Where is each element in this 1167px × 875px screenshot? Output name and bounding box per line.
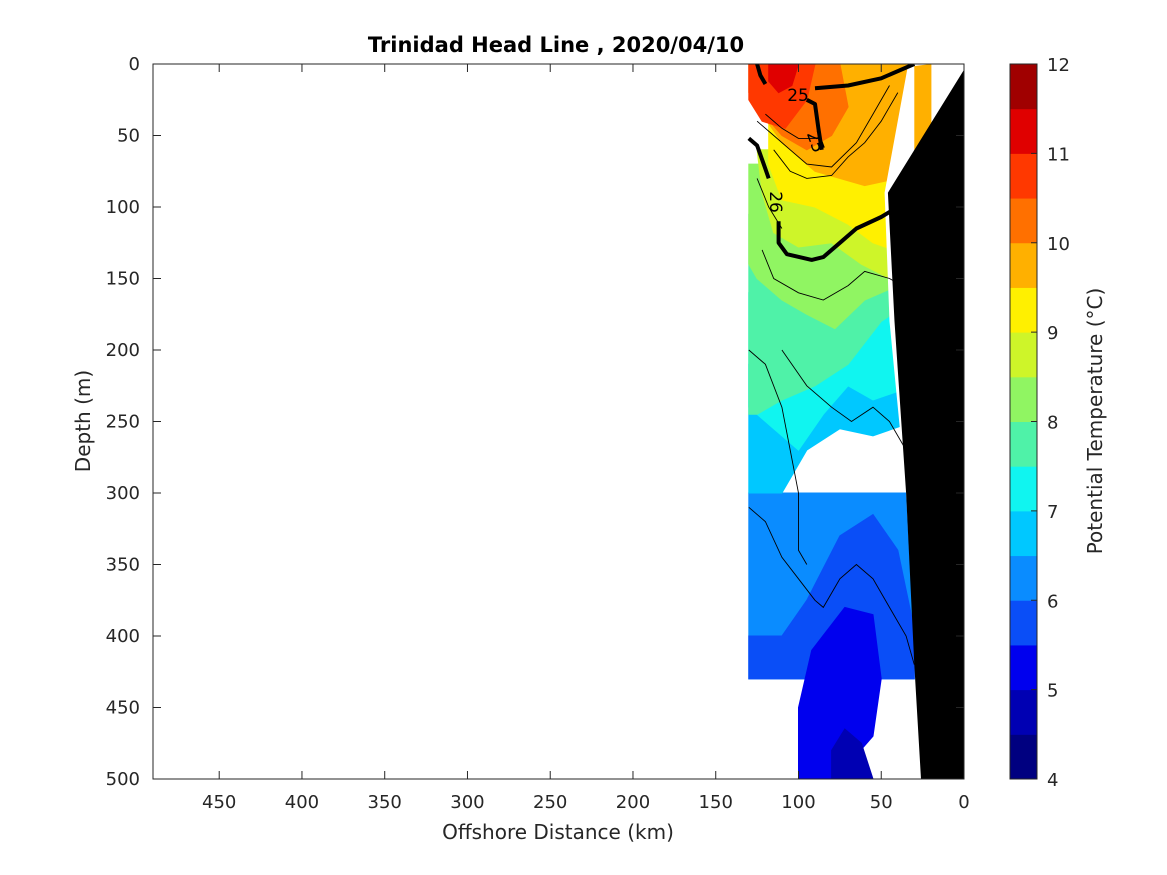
colorbar-swatch bbox=[1010, 689, 1037, 735]
colorbar-tick-label: 6 bbox=[1047, 591, 1058, 612]
colorbar-tick-label: 11 bbox=[1047, 144, 1070, 165]
y-tick-label: 100 bbox=[106, 197, 140, 218]
colorbar-swatch bbox=[1010, 287, 1037, 333]
chart-title: Trinidad Head Line , 2020/04/10 bbox=[368, 33, 744, 57]
density-contour-line bbox=[755, 64, 768, 86]
thin-contour-line bbox=[781, 349, 907, 451]
colorbar-swatch bbox=[1010, 108, 1037, 154]
y-tick-label: 500 bbox=[106, 769, 140, 790]
x-tick-label: 0 bbox=[958, 792, 969, 813]
x-axis: 450 400 350 300 250 200 150 100 50 0 bbox=[202, 64, 970, 813]
isotherm-contour-layer bbox=[748, 85, 915, 665]
colorbar-swatch bbox=[1010, 153, 1037, 199]
density-contour-label: 26 bbox=[765, 191, 785, 213]
y-tick-label: 250 bbox=[106, 412, 140, 433]
x-tick-label: 450 bbox=[202, 792, 236, 813]
y-tick-label: 400 bbox=[106, 626, 140, 647]
thin-contour-line bbox=[761, 249, 915, 301]
thin-contour-line bbox=[756, 85, 890, 168]
colorbar-swatch bbox=[1010, 600, 1037, 646]
colorbar-swatch bbox=[1010, 64, 1037, 110]
colorbar-tick-label: 9 bbox=[1047, 323, 1058, 344]
colorbar-tick-label: 12 bbox=[1047, 55, 1070, 76]
thin-contour-line bbox=[773, 92, 899, 179]
x-tick-label: 50 bbox=[870, 792, 893, 813]
y-tick-label: 300 bbox=[106, 483, 140, 504]
density-contour-line bbox=[747, 136, 771, 180]
y-tick-label: 0 bbox=[129, 54, 140, 75]
colorbar-swatch bbox=[1010, 198, 1037, 244]
colorbar-swatch bbox=[1010, 734, 1037, 780]
density-contour-line bbox=[814, 64, 916, 91]
colorbar-tick-label: 4 bbox=[1047, 770, 1058, 791]
colorbar-tick-label: 7 bbox=[1047, 502, 1058, 523]
density-contour-label-group: 26 bbox=[765, 191, 785, 213]
x-axis-label: Offshore Distance (km) bbox=[442, 820, 674, 844]
seafloor-shape bbox=[887, 64, 964, 779]
density-contour-line bbox=[805, 98, 824, 151]
x-tick-label: 200 bbox=[616, 792, 650, 813]
density-contour-label: 25 bbox=[787, 86, 809, 106]
colorbar-tick-label: 5 bbox=[1047, 681, 1058, 702]
colorbar-swatch bbox=[1010, 376, 1037, 422]
temperature-fill-layer bbox=[748, 64, 932, 779]
density-contour-label-group: 25 bbox=[787, 86, 809, 106]
colorbar: 4 5 6 7 8 9 10 11 12 bbox=[1009, 55, 1070, 791]
colorbar-tick-label: 8 bbox=[1047, 413, 1058, 434]
thin-contour-line bbox=[765, 113, 815, 139]
x-tick-label: 150 bbox=[699, 792, 733, 813]
colorbar-label: Potential Temperature (°C) bbox=[1083, 288, 1107, 555]
colorbar-tick-label: 10 bbox=[1047, 234, 1070, 255]
colorbar-swatch bbox=[1010, 510, 1037, 557]
y-tick-label: 450 bbox=[106, 698, 140, 719]
colorbar-swatch bbox=[1010, 555, 1037, 601]
colorbar-swatch bbox=[1010, 242, 1037, 288]
colorbar-swatch bbox=[1010, 421, 1037, 467]
y-axis: 0 50 100 150 200 250 300 350 400 450 500 bbox=[106, 54, 964, 790]
temperature-region bbox=[768, 64, 800, 94]
y-tick-label: 150 bbox=[106, 269, 140, 290]
thin-contour-line bbox=[748, 506, 915, 665]
y-axis-label: Depth (m) bbox=[71, 370, 95, 472]
x-tick-label: 300 bbox=[450, 792, 484, 813]
temperature-region bbox=[831, 728, 874, 779]
thin-contour-line bbox=[748, 349, 808, 565]
bathymetry-layer bbox=[887, 64, 964, 779]
colorbar-swatch bbox=[1010, 644, 1037, 691]
x-tick-label: 350 bbox=[368, 792, 402, 813]
y-tick-label: 200 bbox=[106, 340, 140, 361]
colorbar-swatch bbox=[1010, 332, 1037, 378]
x-tick-label: 250 bbox=[533, 792, 567, 813]
y-tick-label: 350 bbox=[106, 555, 140, 576]
x-tick-label: 100 bbox=[781, 792, 815, 813]
colorbar-swatch bbox=[1010, 466, 1037, 512]
y-tick-label: 50 bbox=[117, 126, 140, 147]
x-tick-label: 400 bbox=[285, 792, 319, 813]
